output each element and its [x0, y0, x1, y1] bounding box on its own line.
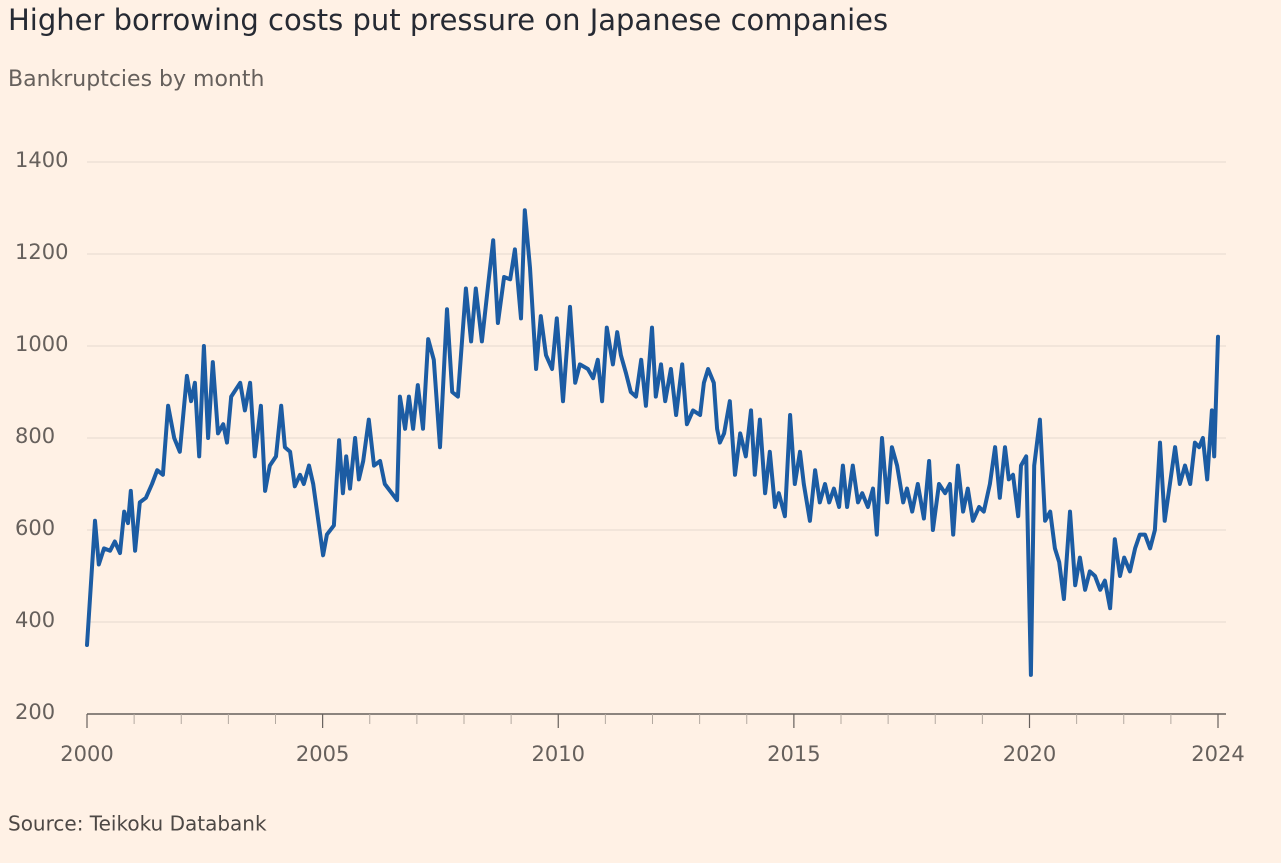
x-tick-label: 2000 [60, 742, 113, 766]
plot-area [85, 208, 1220, 677]
y-tick-label: 400 [15, 608, 55, 632]
y-tick-label: 600 [15, 516, 55, 540]
chart-title: Higher borrowing costs put pressure on J… [8, 3, 888, 37]
x-tick-label: 2020 [1003, 742, 1056, 766]
y-tick-label: 1200 [15, 240, 68, 264]
y-tick-label: 200 [15, 700, 55, 724]
y-tick-label: 1000 [15, 332, 68, 356]
chart-subtitle: Bankruptcies by month [8, 67, 264, 92]
x-tick-label: 2024 [1191, 742, 1244, 766]
source-note: Source: Teikoku Databank [8, 812, 267, 836]
data-line [85, 208, 1220, 677]
x-tick-label: 2015 [767, 742, 820, 766]
y-tick-label: 1400 [15, 148, 68, 172]
x-tick-label: 2005 [296, 742, 349, 766]
x-tick-label: 2010 [532, 742, 585, 766]
y-tick-label: 800 [15, 424, 55, 448]
